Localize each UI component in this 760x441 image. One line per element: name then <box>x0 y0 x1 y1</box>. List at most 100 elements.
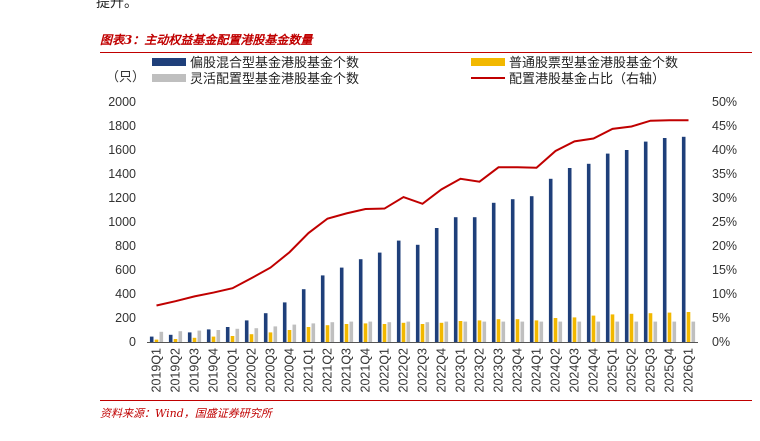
bar-2-2024Q1 <box>534 320 539 342</box>
bar-1-2021Q4 <box>358 259 363 342</box>
bar-3-2023Q3 <box>501 321 506 342</box>
y-left-tick-label: 1200 <box>108 191 136 205</box>
bar-2-2020Q4 <box>287 330 292 342</box>
x-tick-label: 2024Q1 <box>530 348 544 393</box>
y-right-tick-label: 15% <box>712 263 737 277</box>
x-tick-label: 2023Q4 <box>511 348 525 393</box>
bar-2-2023Q4 <box>515 319 520 342</box>
bar-2-2021Q3 <box>344 324 349 342</box>
bar-1-2021Q3 <box>339 267 344 342</box>
bar-3-2021Q4 <box>368 321 373 342</box>
x-tick-label: 2026Q1 <box>682 348 696 393</box>
y-left-tick-label: 2000 <box>108 95 136 109</box>
bar-2-2020Q1 <box>230 336 235 342</box>
bar-2-2021Q4 <box>363 323 368 342</box>
x-tick-label: 2019Q2 <box>169 348 183 393</box>
bar-3-2019Q4 <box>216 330 221 342</box>
source-note: 资料来源：Wind，国盛证券研究所 <box>100 407 272 420</box>
bar-1-2024Q3 <box>567 168 572 342</box>
bar-1-2024Q2 <box>548 178 553 342</box>
bar-1-2022Q4 <box>434 228 439 342</box>
source-divider <box>100 400 752 401</box>
bar-1-2019Q4 <box>206 329 211 342</box>
header-fragment: 提升。 <box>96 0 138 11</box>
bar-1-2020Q4 <box>282 302 287 342</box>
x-tick-label: 2019Q3 <box>188 348 202 393</box>
bar-2-2019Q4 <box>211 336 216 342</box>
y-axis-unit-label: （只） <box>106 70 145 85</box>
bar-3-2019Q3 <box>197 330 202 342</box>
x-tick-label: 2020Q4 <box>283 348 297 393</box>
bar-2-2025Q4 <box>667 312 672 342</box>
x-tick-label: 2019Q4 <box>207 348 221 393</box>
bar-2-2022Q2 <box>401 322 406 342</box>
bar-3-2025Q2 <box>634 321 639 342</box>
x-tick-label: 2023Q2 <box>473 348 487 393</box>
bar-1-2022Q1 <box>377 252 382 342</box>
bar-3-2025Q3 <box>653 321 658 342</box>
y-right-tick-label: 5% <box>712 311 730 325</box>
legend-label-3: 灵活配置型基金港股基金个数 <box>190 71 359 87</box>
y-axis-right: 0% 5% 10% 15% 20% 25% 30% 35% 40% 45% 50% <box>712 95 737 349</box>
y-left-tick-label: 400 <box>115 287 136 301</box>
bar-1-2024Q1 <box>529 196 534 342</box>
bar-3-2023Q1 <box>463 321 468 342</box>
bar-2-2025Q3 <box>648 313 653 342</box>
bar-2-2022Q4 <box>439 322 444 342</box>
bar-3-2019Q2 <box>178 331 183 342</box>
bar-2-2019Q2 <box>173 339 178 342</box>
y-left-tick-label: 200 <box>115 311 136 325</box>
y-right-tick-label: 30% <box>712 191 737 205</box>
legend-label-1: 偏股混合型基金港股基金个数 <box>190 55 359 71</box>
bar-3-2020Q4 <box>292 324 297 342</box>
bar-1-2026Q1 <box>681 136 686 342</box>
bar-3-2020Q2 <box>254 328 259 342</box>
bar-2-2020Q3 <box>268 332 273 342</box>
bar-3-2021Q2 <box>330 322 335 342</box>
bar-3-2024Q4 <box>596 321 601 342</box>
bar-1-2020Q2 <box>244 320 249 342</box>
x-tick-label: 2024Q3 <box>568 348 582 393</box>
bar-1-2024Q4 <box>586 163 591 342</box>
bar-2-2026Q1 <box>686 312 691 342</box>
bar-1-2025Q2 <box>624 150 629 342</box>
x-tick-label: 2022Q2 <box>397 348 411 393</box>
y-left-tick-label: 800 <box>115 239 136 253</box>
bar-1-2021Q2 <box>320 275 325 342</box>
x-tick-label: 2023Q3 <box>492 348 506 393</box>
bar-3-2024Q2 <box>558 321 563 342</box>
bar-3-2023Q2 <box>482 321 487 342</box>
x-axis-labels: 2019Q1 2019Q2 2019Q3 2019Q4 2020Q1 2020Q2 2020… <box>150 348 696 393</box>
bar-2-2025Q2 <box>629 313 634 342</box>
bar-1-2021Q1 <box>301 289 306 342</box>
bar-3-2021Q3 <box>349 321 354 342</box>
y-left-tick-label: 1600 <box>108 143 136 157</box>
x-tick-label: 2020Q3 <box>264 348 278 393</box>
bar-3-2020Q3 <box>273 326 278 342</box>
y-left-tick-label: 1000 <box>108 215 136 229</box>
x-tick-label: 2024Q2 <box>549 348 563 393</box>
y-right-tick-label: 20% <box>712 239 737 253</box>
bar-3-2022Q1 <box>387 322 392 342</box>
x-tick-label: 2025Q1 <box>606 348 620 393</box>
bar-1-2023Q1 <box>453 217 458 342</box>
x-tick-label: 2020Q1 <box>226 348 240 393</box>
x-tick-label: 2021Q3 <box>340 348 354 393</box>
bar-2-2023Q3 <box>496 319 501 342</box>
bar-2-2024Q3 <box>572 317 577 342</box>
bar-1-2025Q4 <box>662 138 667 342</box>
bar-1-2019Q1 <box>149 336 154 342</box>
bar-1-2022Q2 <box>396 240 401 342</box>
y-right-tick-label: 10% <box>712 287 737 301</box>
y-left-tick-label: 600 <box>115 263 136 277</box>
bar-1-2025Q3 <box>643 141 648 342</box>
bar-2-2023Q2 <box>477 320 482 342</box>
bar-3-2025Q1 <box>615 321 620 342</box>
y-right-tick-label: 40% <box>712 143 737 157</box>
bar-3-2022Q3 <box>425 322 430 342</box>
ratio-line <box>156 119 689 307</box>
bar-1-2023Q4 <box>510 199 515 342</box>
x-tick-label: 2019Q1 <box>150 348 164 393</box>
